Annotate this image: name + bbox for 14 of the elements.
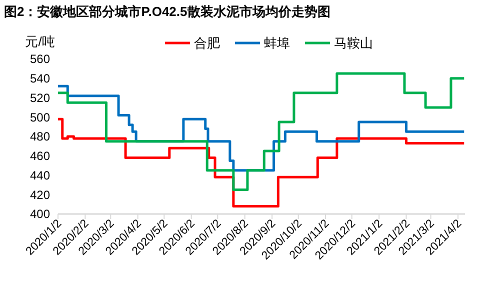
- legend-label: 合肥: [194, 36, 220, 51]
- y-tick-label: 400: [30, 207, 50, 222]
- y-axis-title: 元/吨: [25, 34, 55, 49]
- chart-title: 图2：安徽地区部分城市P.O42.5散装水泥市场均价走势图: [4, 4, 330, 19]
- y-tick-label: 560: [30, 52, 50, 66]
- y-tick-label: 520: [30, 90, 50, 105]
- legend-label: 蚌埠: [264, 36, 290, 51]
- y-tick-label: 440: [30, 168, 50, 182]
- y-tick-label: 460: [30, 149, 50, 164]
- legend-label: 马鞍山: [334, 36, 373, 51]
- y-tick-label: 480: [30, 130, 50, 144]
- y-tick-label: 540: [30, 72, 50, 86]
- y-tick-label: 420: [30, 188, 50, 202]
- y-tick-label: 500: [30, 110, 50, 124]
